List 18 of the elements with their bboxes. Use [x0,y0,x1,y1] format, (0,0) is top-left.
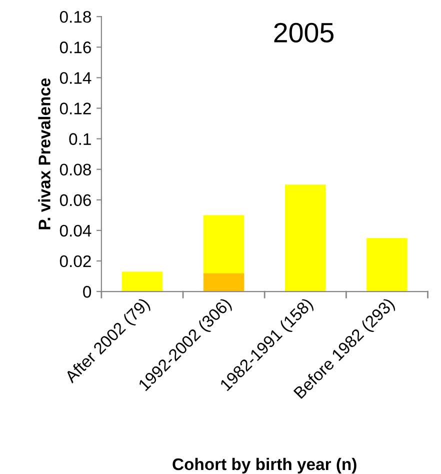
bar [366,238,408,292]
y-tick-label: 0.14 [60,72,92,84]
y-tick-label: 0.08 [60,164,91,176]
bar [203,215,244,274]
y-tick-label: 0.18 [60,10,91,23]
y-tick-label: 0.12 [60,102,91,114]
y-tick-label: 0.02 [60,255,91,268]
y-tick-label: 0.1 [69,133,91,145]
y-axis-title: P. vivax Prevalence [38,78,50,230]
bar [284,184,326,292]
x-axis-title: Cohort by birth year (n) [172,458,356,474]
y-tick-label: 0 [83,286,92,298]
chart-title: 2005 [274,22,334,42]
y-tick-label: 0.16 [60,42,91,54]
bar [203,273,244,292]
bar [122,272,163,292]
y-tick-label: 0.06 [60,194,91,206]
y-tick-label: 0.04 [60,224,92,237]
